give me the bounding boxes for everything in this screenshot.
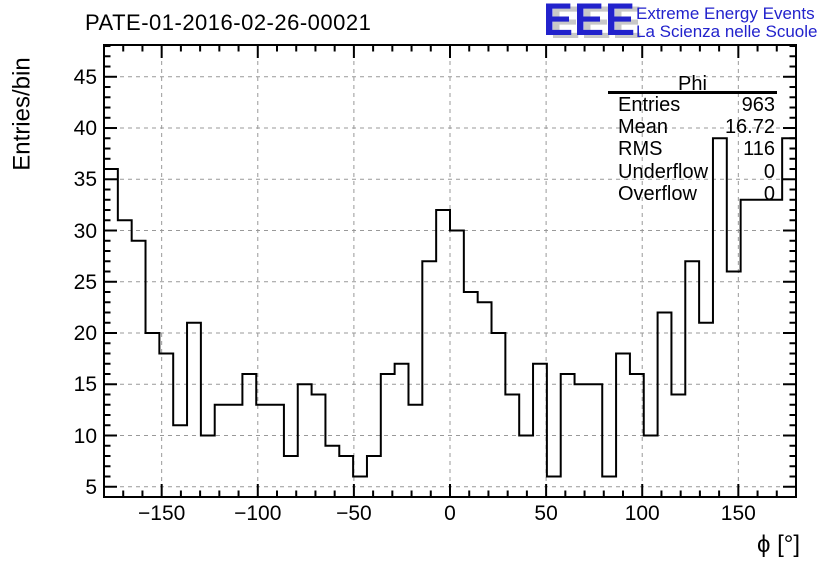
stats-row-label: RMS [618,138,663,161]
eee-logo-caption: Extreme Energy Events La Scienza nelle S… [636,5,817,41]
stats-box-separator [608,91,777,94]
y-axis-title: Entries/bin [8,57,36,171]
stats-row-label: Mean [618,116,669,139]
stats-row-mean: Mean 16.72 [608,116,777,138]
eee-logo-line2: La Scienza nelle Scuole [636,22,818,41]
stats-row-rms: RMS 116 [608,138,777,161]
y-tick-label: 40 [73,117,97,141]
stats-row-entries: Entries 963 [608,94,777,116]
stats-box-rows: Entries 963 Mean 16.72 RMS 116 Underflow 0 Overf… [608,94,777,206]
stats-box-title: Phi [678,73,707,95]
stats-row-label: Underflow [618,160,709,183]
x-tick-label: 100 [624,502,660,525]
stats-row-value: 963 [741,93,775,116]
x-tick-label: 0 [444,502,456,525]
eee-logo: EEE [543,0,637,45]
x-tick-label: 50 [534,502,558,525]
y-tick-label: 15 [73,373,97,397]
y-tick-label: 25 [73,270,97,294]
eee-logo-line1: Extreme Energy Events [636,4,815,23]
stats-row-value: 0 [763,160,775,183]
x-tick-label: −50 [336,502,372,525]
stats-row-value: 116 [743,138,775,161]
y-tick-label: 35 [73,168,97,192]
stats-box: Phi Entries 963 Mean 16.72 RMS 116 Underflow 0 O… [608,73,777,206]
stats-row-value: 16.72 [724,116,775,139]
stats-row-label: Entries [618,93,681,116]
x-axis-title: ϕ [°] [756,531,800,558]
stats-row-label: Overflow [618,183,697,206]
stats-row-underflow: Underflow 0 [608,161,777,183]
y-tick-label: 30 [73,219,97,243]
stats-row-value: 0 [763,183,775,206]
y-tick-label: 5 [85,475,97,499]
plot-title: PATE-01-2016-02-26-00021 [85,10,372,35]
y-tick-label: 20 [73,322,97,345]
y-tick-label: 45 [73,65,97,89]
y-tick-label: 10 [73,424,97,448]
x-tick-label: −100 [234,502,282,525]
histogram-line [103,137,797,497]
x-tick-label: −150 [138,502,186,525]
stats-row-overflow: Overflow 0 [608,183,777,206]
x-tick-label: 150 [720,502,756,525]
